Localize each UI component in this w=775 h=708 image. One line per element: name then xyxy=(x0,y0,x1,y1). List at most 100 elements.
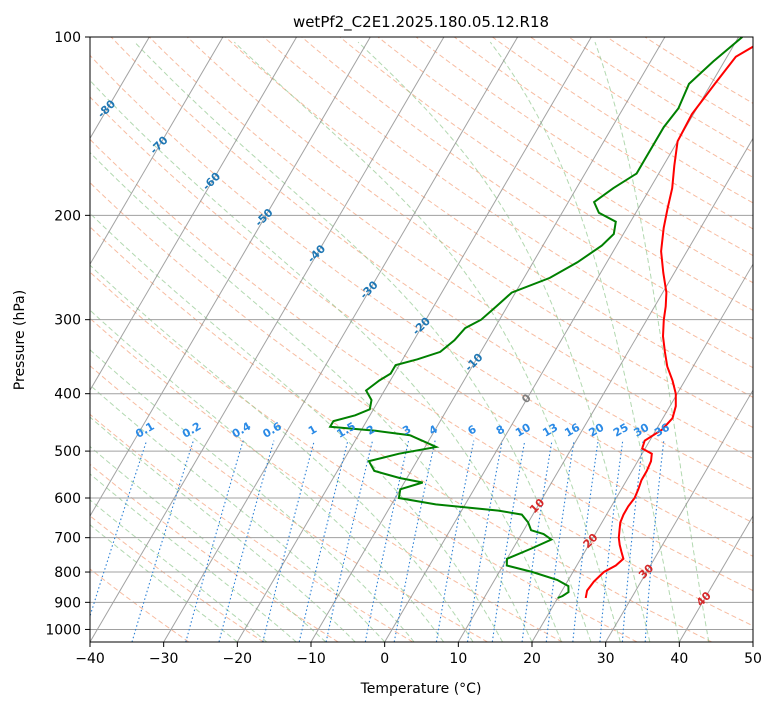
mixing-ratio-label: 30 xyxy=(631,421,651,440)
isotherm xyxy=(163,37,519,642)
moist-adiabat xyxy=(357,41,651,642)
mixing-ratio-label: 0.1 xyxy=(133,420,156,441)
dry-adiabat xyxy=(90,138,753,592)
mixing-ratio-label: 20 xyxy=(587,421,607,440)
moist-adiabat-label: 20 xyxy=(581,531,601,551)
moist-adiabat xyxy=(90,524,238,642)
background-lines xyxy=(90,37,753,642)
dry-adiabat xyxy=(263,37,753,369)
x-tick-label: 10 xyxy=(449,651,467,667)
mixing-ratio-label: 16 xyxy=(562,421,582,440)
moist-adiabat xyxy=(594,41,710,642)
isotherm-label: -20 xyxy=(410,314,433,337)
dry-adiabat xyxy=(90,515,264,642)
isotherm xyxy=(678,515,753,642)
isotherm-label: -60 xyxy=(200,170,223,193)
moist-adiabat xyxy=(90,445,327,642)
x-tick-label: 30 xyxy=(597,651,615,667)
dry-adiabat xyxy=(90,182,753,627)
y-tick-label: 300 xyxy=(54,313,81,329)
mixing-ratio-line xyxy=(262,440,315,642)
moist-adiabat xyxy=(90,151,533,642)
dry-adiabat xyxy=(415,37,753,257)
isotherm xyxy=(457,137,753,642)
mixing-ratio-line xyxy=(491,440,526,642)
dry-adiabat xyxy=(568,37,753,153)
isotherm xyxy=(236,37,592,642)
dry-adiabat xyxy=(187,37,753,429)
y-axis-label: Pressure (hPa) xyxy=(12,290,28,390)
x-tick-label: −10 xyxy=(296,651,326,667)
moist-adiabat xyxy=(90,416,356,642)
x-tick-label: 20 xyxy=(523,651,541,667)
isotherm xyxy=(531,263,753,642)
x-tick-label: 0 xyxy=(380,651,389,667)
y-tick-label: 500 xyxy=(54,444,81,460)
temperature-line xyxy=(584,45,753,599)
profile-lines xyxy=(328,37,753,599)
plot-frame xyxy=(89,36,754,643)
dry-adiabat xyxy=(90,271,638,642)
mixing-ratio-line xyxy=(131,440,194,642)
dry-adiabat xyxy=(90,317,563,642)
isotherm xyxy=(605,389,753,642)
dry-adiabat xyxy=(492,37,753,204)
dry-adiabat xyxy=(454,37,753,230)
moist-adiabat xyxy=(90,473,297,642)
moist-adiabat xyxy=(90,499,268,642)
inline-labels: 0.1 0.2 0.4 0.6 1 1.5 2 3 4 6 8 10 13 16 20 25 30 36-100-… xyxy=(95,97,714,609)
dewpoint-line xyxy=(328,37,743,599)
y-axis: 100 200 300 400 500 600 700 800 900 1000 xyxy=(45,30,90,638)
moist-adiabat xyxy=(90,264,474,642)
chart-title: wetPf2_C2E1.2025.180.05.12.R18 xyxy=(293,13,549,32)
mixing-ratio-line xyxy=(185,440,244,642)
mixing-ratio-line xyxy=(298,440,349,642)
isotherm xyxy=(90,37,224,266)
y-tick-label: 400 xyxy=(54,387,81,403)
dry-adiabat xyxy=(90,413,414,642)
dry-adiabat xyxy=(530,37,753,178)
dry-adiabat xyxy=(90,568,190,642)
x-tick-label: −40 xyxy=(75,651,105,667)
mixing-ratio-label: 36 xyxy=(652,421,672,440)
moist-adiabat-label: 30 xyxy=(636,561,656,581)
mixing-ratio-line xyxy=(644,440,665,642)
y-tick-label: 1000 xyxy=(45,622,81,638)
moist-adiabat xyxy=(233,41,621,642)
mixing-ratio-label: 0.4 xyxy=(230,419,254,440)
dry-adiabat xyxy=(90,365,488,642)
mixing-ratio-line xyxy=(325,440,374,642)
x-axis: −40 −30 −20 −10 0 10 20 30 40 50 xyxy=(75,642,762,667)
y-tick-label: 800 xyxy=(54,565,81,581)
mixing-ratio-label: 10 xyxy=(513,421,533,440)
moist-adiabat xyxy=(489,41,680,642)
y-tick-label: 700 xyxy=(54,531,81,547)
x-tick-label: 50 xyxy=(744,651,762,667)
y-tick-label: 600 xyxy=(54,491,81,507)
isotherm xyxy=(90,37,371,518)
dry-adiabat xyxy=(90,226,712,642)
mixing-ratio-line xyxy=(572,440,599,642)
y-tick-label: 100 xyxy=(54,30,81,46)
mixing-ratio-line xyxy=(599,440,624,642)
x-axis-label: Temperature (°C) xyxy=(360,681,482,697)
moist-adiabat xyxy=(134,41,592,642)
mixing-ratio-line xyxy=(90,440,148,618)
dry-adiabat xyxy=(90,96,753,557)
dry-adiabat xyxy=(148,37,753,460)
isotherm-label: -30 xyxy=(357,278,380,301)
moist-adiabat xyxy=(90,212,503,642)
y-tick-label: 200 xyxy=(54,208,81,224)
moist-adiabat xyxy=(90,309,445,642)
isotherm xyxy=(90,37,445,642)
dry-adiabat xyxy=(90,54,753,524)
isotherm-label: -70 xyxy=(147,133,170,156)
mixing-ratio-line xyxy=(621,440,644,642)
mixing-ratio-line xyxy=(545,440,575,642)
mixing-ratio-label: 13 xyxy=(540,421,560,440)
dry-adiabat xyxy=(90,463,339,642)
isotherm-label: -80 xyxy=(95,97,118,120)
y-tick-label: 900 xyxy=(54,595,81,611)
moist-adiabat xyxy=(90,384,386,642)
